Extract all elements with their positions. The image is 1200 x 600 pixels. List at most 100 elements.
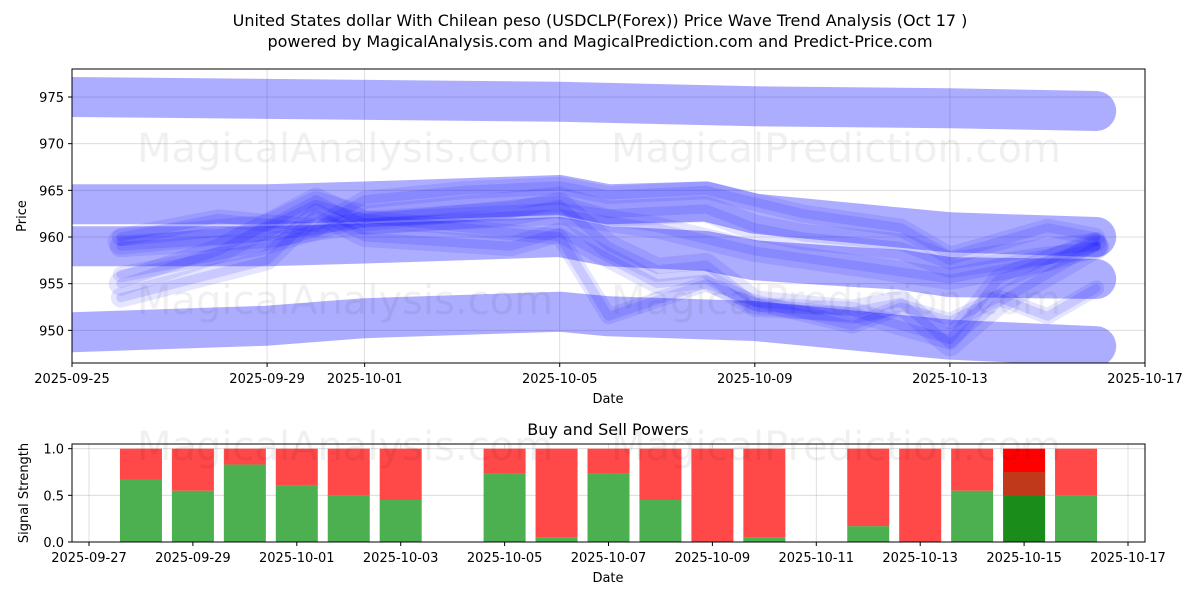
- price-x-label: Date: [592, 392, 623, 407]
- x-tick-label: 2025-10-01: [327, 372, 403, 387]
- y-tick-label: 950: [39, 324, 64, 339]
- watermark-text: MagicalPrediction.com: [611, 126, 1061, 172]
- buy-bar: [275, 485, 318, 542]
- buy-bar: [171, 490, 214, 542]
- sell-bar: [587, 448, 630, 474]
- power-y-axis: 0.0 0.5 1.0: [43, 443, 72, 551]
- buy-bar: [379, 500, 422, 542]
- sell-bar: [1055, 448, 1098, 496]
- watermark-text: MagicalAnalysis.com: [137, 126, 553, 172]
- power-x-axis: 2025-09-27 2025-09-29 2025-10-01 2025-10-03…: [51, 542, 1166, 566]
- sell-bar: [535, 448, 578, 538]
- x-tick-label: 2025-10-07: [571, 551, 647, 566]
- wave-line: [108, 187, 1109, 357]
- sell-bar: [171, 448, 214, 491]
- watermark-text: MagicalAnalysis.com: [137, 278, 553, 324]
- price-waves: [107, 176, 1110, 357]
- x-tick-label: 2025-10-09: [675, 551, 751, 566]
- wave-core: [116, 213, 1101, 331]
- price-band: [72, 77, 1117, 131]
- buy-bar: [223, 464, 266, 542]
- buy-bar: [1003, 495, 1046, 542]
- buy-bar: [327, 495, 370, 542]
- sell-bar: [847, 448, 890, 527]
- sell-bar: [951, 448, 994, 491]
- x-tick-label: 2025-10-11: [779, 551, 855, 566]
- x-tick-label: 2025-10-13: [882, 551, 958, 566]
- wave-line: [110, 203, 1107, 350]
- x-tick-label: 2025-10-03: [363, 551, 439, 566]
- price-plot-frame: [71, 68, 1146, 364]
- sell-bar: [119, 448, 162, 480]
- wave-core: [116, 195, 1101, 270]
- price-watermarks: MagicalAnalysis.com MagicalPrediction.co…: [137, 126, 1061, 324]
- y-tick-label: 960: [39, 231, 64, 246]
- price-x-axis: 2025-09-25 2025-09-29 2025-10-01 2025-10-05…: [34, 363, 1183, 387]
- watermark-text: MagicalAnalysis.com: [137, 424, 553, 470]
- price-y-axis: 950 955 960 965 970 975: [39, 91, 72, 339]
- sell-bar: [639, 448, 682, 500]
- x-tick-label: 2025-10-01: [259, 551, 335, 566]
- price-bands: [72, 77, 1117, 363]
- buy-bar: [119, 479, 162, 542]
- x-tick-label: 2025-10-17: [1107, 372, 1183, 387]
- y-tick-label: 970: [39, 138, 64, 153]
- wave-core: [116, 209, 1101, 284]
- y-tick-label: 975: [39, 91, 64, 106]
- x-tick-label: 2025-09-29: [155, 551, 231, 566]
- x-tick-label: 2025-10-05: [467, 551, 543, 566]
- power-x-label: Date: [592, 571, 623, 586]
- wave-core: [116, 195, 1101, 349]
- buy-bar: [951, 490, 994, 542]
- sell-bar: [379, 448, 422, 500]
- watermark-text: MagicalPrediction.com: [611, 278, 1061, 324]
- sell-bar: [691, 448, 734, 542]
- wave-line: [111, 176, 1106, 265]
- buy-bar: [847, 526, 890, 542]
- wave-line: [112, 210, 1105, 334]
- price-band: [72, 217, 1117, 299]
- x-tick-label: 2025-09-29: [229, 372, 305, 387]
- y-tick-label: 0.0: [43, 536, 64, 551]
- buy-bar: [1055, 495, 1098, 542]
- power-bars: [119, 448, 1098, 542]
- buy-bar: [587, 473, 630, 542]
- power-y-label: Signal Strength: [17, 443, 32, 543]
- price-grid: [71, 69, 1146, 363]
- power-panel: Buy and Sell Powers MagicalAnalysis.com …: [17, 420, 1166, 586]
- sell-bar: [743, 448, 786, 538]
- wave-core: [116, 181, 1101, 261]
- y-tick-label: 1.0: [43, 443, 64, 458]
- sell-bar-overlap: [1003, 472, 1046, 496]
- chart-subtitle: powered by MagicalAnalysis.com and Magic…: [267, 32, 932, 51]
- price-band: [72, 175, 1117, 257]
- buy-bar: [639, 500, 682, 542]
- x-tick-label: 2025-10-09: [717, 372, 793, 387]
- buy-bar: [743, 537, 786, 542]
- buy-bar: [535, 537, 578, 542]
- sell-bar: [275, 448, 318, 486]
- x-tick-label: 2025-10-13: [912, 372, 988, 387]
- sell-bar: [899, 448, 942, 542]
- wave-line: [109, 202, 1108, 290]
- power-chart-title: Buy and Sell Powers: [527, 420, 689, 439]
- watermark-text: MagicalPrediction.com: [611, 424, 1061, 470]
- sell-bar: [327, 448, 370, 496]
- y-tick-label: 965: [39, 184, 64, 199]
- power-watermarks: MagicalAnalysis.com MagicalPrediction.co…: [137, 424, 1061, 470]
- price-panel: MagicalAnalysis.com MagicalPrediction.co…: [15, 68, 1183, 407]
- sell-bar: [483, 448, 526, 474]
- x-tick-label: 2025-10-15: [986, 551, 1062, 566]
- wave-line: [107, 186, 1110, 278]
- y-tick-label: 955: [39, 278, 64, 293]
- y-tick-label: 0.5: [43, 489, 64, 504]
- x-tick-label: 2025-09-25: [34, 372, 110, 387]
- x-tick-label: 2025-10-05: [522, 372, 598, 387]
- price-band: [72, 291, 1117, 363]
- sell-bar: [223, 448, 266, 465]
- buy-bar: [483, 473, 526, 542]
- wave-core: [116, 209, 1101, 345]
- price-y-label: Price: [15, 200, 30, 232]
- x-tick-label: 2025-10-17: [1090, 551, 1166, 566]
